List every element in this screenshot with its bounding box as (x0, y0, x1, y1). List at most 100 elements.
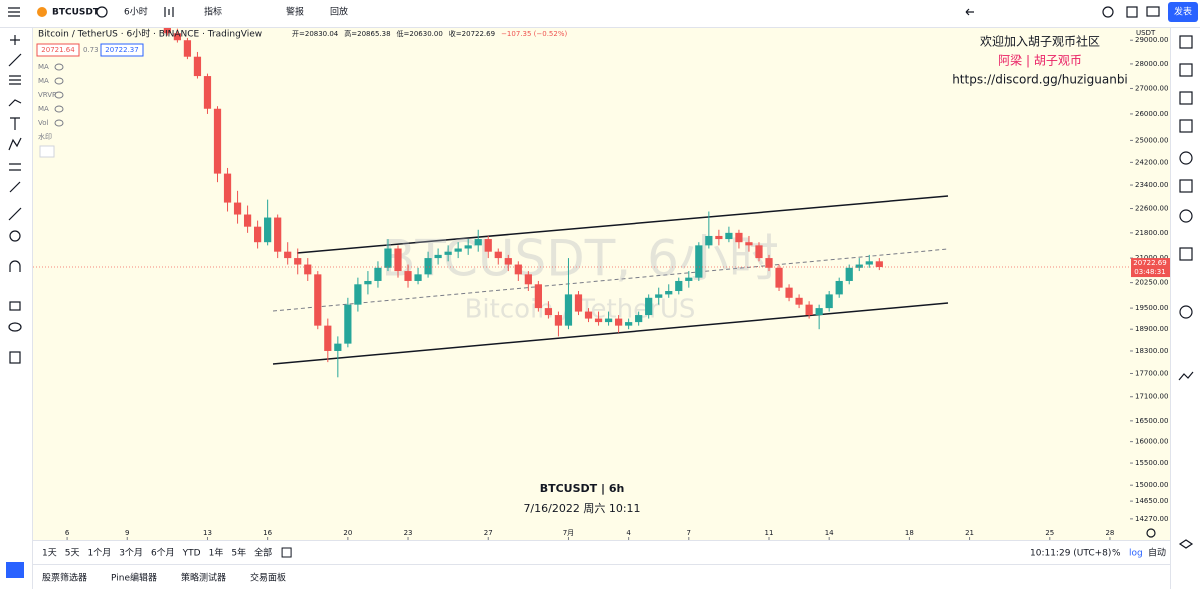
candle-body (685, 277, 693, 281)
ohlc-value: −107.35 (−0.52%) (501, 30, 567, 38)
fib-tool[interactable] (9, 75, 21, 85)
alerts[interactable]: 警报 (286, 6, 304, 18)
visibility-icon[interactable] (54, 119, 64, 127)
candle-body (554, 315, 563, 326)
candle-body (404, 271, 412, 281)
brush-tool[interactable] (8, 99, 22, 107)
log-toggle[interactable]: log (1129, 549, 1143, 559)
range-button[interactable]: 全部 (254, 547, 272, 559)
replay[interactable]: 回放 (330, 6, 348, 18)
range-button[interactable]: YTD (182, 549, 201, 559)
data-window-icon[interactable] (1179, 91, 1193, 105)
range-button[interactable]: 1年 (209, 547, 224, 559)
indicators[interactable]: 指标 (204, 6, 222, 18)
text-tool[interactable] (10, 117, 20, 130)
btc-icon (37, 7, 47, 17)
object-tree[interactable] (6, 562, 24, 578)
footer-tab[interactable]: Pine编辑器 (111, 572, 157, 584)
ohlc-value: 高=20865.38 (344, 29, 390, 38)
calendar-icon[interactable] (1179, 151, 1193, 165)
collapse-button[interactable] (39, 145, 55, 158)
menu-icon[interactable] (8, 7, 20, 17)
zoom-tool[interactable] (9, 230, 21, 242)
axis-settings[interactable] (1146, 528, 1156, 538)
chat-icon[interactable] (1179, 247, 1193, 261)
legend-title: Bitcoin / TetherUS · 6小时 · BINANCE · Tra… (38, 28, 262, 40)
candle-body (645, 297, 653, 316)
lock-tool[interactable] (9, 301, 21, 311)
percent-toggle[interactable]: % (1112, 549, 1121, 559)
candle-body (785, 287, 793, 298)
visibility-icon[interactable] (54, 91, 64, 99)
range-button[interactable]: 6个月 (151, 548, 175, 559)
layers-icon[interactable] (1178, 539, 1194, 549)
ideas-icon[interactable] (1179, 209, 1193, 223)
footer-tab[interactable]: 策略测试器 (181, 572, 226, 584)
candle-body (534, 284, 542, 309)
range-button[interactable]: 5年 (231, 547, 246, 559)
chart-type-icon[interactable] (164, 7, 174, 17)
candle-body (584, 311, 593, 319)
channel-mid (272, 248, 949, 312)
pattern-tool[interactable] (8, 137, 22, 151)
candle-body (835, 280, 843, 295)
candle-body (223, 173, 232, 203)
candle-body (213, 108, 222, 174)
news-icon[interactable] (1179, 179, 1193, 193)
date-footer: 7/16/2022 周六 10:11 (523, 502, 640, 515)
candle-body (594, 318, 603, 323)
magnet-tool[interactable] (9, 260, 21, 272)
x-tick-label: 7 (687, 529, 691, 537)
symbol[interactable]: BTCUSDT (52, 8, 100, 18)
watchlist-icon[interactable] (1179, 35, 1193, 49)
add-icon[interactable] (96, 6, 108, 18)
candle-body (454, 248, 462, 252)
visibility-icon[interactable] (54, 63, 64, 71)
visibility-icon[interactable] (54, 77, 64, 85)
footer-tab[interactable]: 交易面板 (250, 572, 286, 584)
candle-body (163, 28, 171, 34)
interval[interactable]: 6小时 (124, 6, 148, 18)
range-button[interactable]: 3个月 (119, 548, 143, 559)
range-button[interactable]: 1个月 (87, 548, 111, 559)
compare-icon[interactable] (281, 547, 292, 558)
prediction-tool[interactable] (9, 163, 21, 171)
candle-body (203, 76, 212, 109)
alerts-icon[interactable] (1179, 63, 1193, 77)
candle-body (544, 308, 553, 316)
undo-icon[interactable] (965, 8, 974, 16)
notifications-icon[interactable] (1178, 371, 1194, 381)
settings-icon[interactable] (1102, 6, 1114, 18)
range-button[interactable]: 1天 (42, 549, 57, 559)
visibility-icon[interactable] (54, 105, 64, 113)
delete-tool[interactable] (9, 351, 21, 364)
candle-body (324, 325, 332, 351)
publish-button[interactable] (1168, 2, 1198, 22)
footer-tab[interactable]: 股票筛选器 (42, 572, 87, 584)
publish-label[interactable]: 发表 (1174, 6, 1192, 18)
snapshot-icon[interactable] (1146, 6, 1160, 17)
trendline-tool[interactable] (8, 53, 22, 67)
range-button[interactable]: 5天 (65, 549, 80, 559)
candle-body (524, 274, 532, 285)
icon-tool[interactable] (9, 181, 21, 193)
candle-body (715, 235, 723, 240)
streams-icon[interactable] (1179, 305, 1193, 319)
auto-toggle[interactable]: 自动 (1148, 547, 1166, 559)
ruler-tool[interactable] (8, 207, 22, 221)
hotlist-icon[interactable] (1179, 119, 1193, 133)
study-label: MA (38, 63, 49, 71)
y-tick-label: 16000.00 (1135, 438, 1168, 446)
candle-body (865, 261, 873, 265)
y-tick-label: 26000.00 (1135, 110, 1168, 118)
candle-body (264, 217, 272, 243)
candle-body (635, 315, 643, 323)
crosshair-tool[interactable] (10, 35, 20, 45)
candle-body (604, 318, 613, 323)
ohlc-value: 低=20630.00 (397, 29, 443, 38)
visibility-tool[interactable] (8, 322, 22, 332)
x-tick-label: 18 (905, 529, 914, 537)
x-tick-label: 13 (203, 529, 212, 537)
x-tick-label: 16 (263, 529, 272, 537)
fullscreen-icon[interactable] (1126, 6, 1138, 18)
